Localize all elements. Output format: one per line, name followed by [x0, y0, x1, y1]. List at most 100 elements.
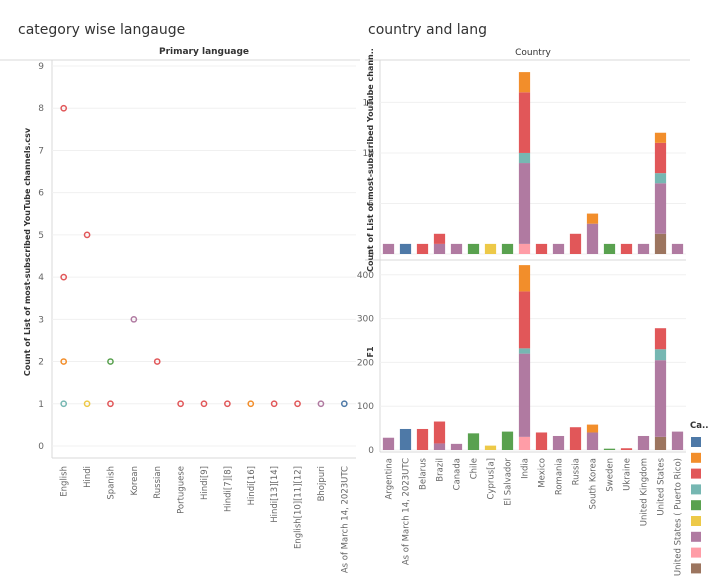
bar-segment — [399, 243, 412, 254]
legend-swatch — [691, 516, 701, 526]
bars-y-tick-label: 10 — [363, 149, 375, 159]
scatter-point — [294, 400, 301, 408]
bar-segment — [518, 92, 531, 153]
scatter-title: Primary language — [159, 47, 249, 57]
left-sheet-title: category wise langauge — [18, 22, 186, 38]
bar-segment — [518, 243, 531, 254]
right-sheet-title: country and lang — [368, 22, 488, 38]
bars-x-tick-label: Belarus — [419, 457, 429, 490]
scatter-x-tick-label: Hindi[9] — [200, 466, 210, 500]
bars-x-tick-label: Romania — [555, 458, 565, 495]
bars-x-tick-label: South Korea — [589, 458, 599, 510]
scatter-x-tick-label: As of March 14, 2023UTC — [340, 466, 350, 573]
legend-swatch — [691, 500, 701, 511]
bar-segment — [382, 437, 395, 450]
scatter-y-axis-label: Count of List of most-subscribed YouTube… — [23, 127, 32, 376]
legend-swatch — [691, 547, 701, 558]
bars-x-tick-label: Russia — [572, 458, 582, 485]
bar-segment — [671, 431, 684, 450]
scatter-x-tick-label: Hindi — [83, 466, 93, 488]
bars-x-tick-label: El Salvador — [504, 457, 514, 505]
bar-segment — [518, 72, 531, 93]
bar-segment — [654, 328, 667, 350]
bar-segment — [637, 243, 650, 254]
bars-x-tick-label: United Kingdom — [640, 458, 650, 526]
bar-segment — [467, 243, 480, 254]
bar-segment — [433, 233, 446, 244]
bar-segment — [552, 435, 565, 450]
scatter-point — [247, 400, 255, 408]
scatter-point — [270, 400, 278, 408]
scatter-x-tick-label: Hindi[13][14] — [270, 466, 280, 523]
scatter-x-tick-label: Portuguese — [177, 466, 187, 514]
scatter-y-tick-label: 5 — [38, 231, 44, 241]
scatter-point — [224, 400, 231, 408]
bar-segment — [586, 213, 599, 224]
bar-segment — [620, 243, 633, 254]
bars-y-tick-label: 200 — [357, 358, 374, 368]
bars-x-tick-label: Canada — [453, 458, 463, 490]
scatter-point — [177, 400, 184, 408]
bar-segment — [654, 173, 667, 184]
bar-segment — [433, 443, 446, 450]
bars-x-tick-label: Ukraine — [623, 458, 633, 491]
bar-segment — [671, 243, 684, 254]
bars-x-tick-label: Cyprus[a] — [487, 458, 497, 500]
scatter-point — [200, 400, 208, 408]
bar-segment — [501, 431, 514, 450]
scatter-x-tick-label: Korean — [130, 466, 140, 495]
bar-segment — [654, 360, 667, 437]
bar-segment — [535, 432, 548, 450]
bar-segment — [637, 435, 650, 450]
bars-y-axis-label: F1 — [366, 346, 375, 357]
scatter-x-tick-label: Bhojpuri — [317, 466, 327, 501]
legend-title: Ca.. — [690, 421, 708, 431]
bar-segment — [654, 233, 667, 254]
bars-y-tick-label: 300 — [357, 315, 374, 325]
scatter-point — [60, 400, 68, 408]
bar-segment — [518, 291, 531, 349]
bar-segment — [569, 427, 582, 450]
scatter-point — [153, 358, 161, 365]
bar-segment — [654, 349, 667, 361]
scatter-point — [107, 400, 114, 408]
bar-segment — [518, 265, 531, 292]
bars-x-tick-label: Mexico — [538, 458, 548, 488]
bar-segment — [586, 223, 599, 254]
bar-segment — [416, 428, 429, 450]
bars-x-tick-label: As of March 14, 2023UTC — [402, 458, 412, 565]
bars-y-axis-label: Count of List of most-subscribed YouTube… — [366, 48, 375, 272]
legend-swatch — [691, 452, 701, 463]
bars-x-tick-label: United States — [657, 457, 667, 515]
bars-x-tick-label: Argentina — [385, 458, 395, 499]
bars-y-tick-label: 5 — [368, 199, 374, 209]
legend-swatch — [691, 484, 701, 495]
scatter-y-tick-label: 0 — [38, 442, 44, 452]
scatter-point — [60, 104, 68, 112]
scatter-y-tick-label: 3 — [38, 315, 44, 325]
legend-swatch — [691, 468, 701, 479]
scatter-y-tick-label: 2 — [38, 358, 44, 368]
bar-segment — [569, 233, 582, 254]
scatter-y-tick-label: 8 — [38, 104, 44, 114]
bar-segment — [433, 243, 446, 254]
bar-segment — [518, 348, 531, 354]
scatter-point — [130, 315, 138, 323]
bars-x-tick-label: United States ( Puerto Rico) — [674, 458, 684, 576]
scatter-point — [60, 358, 68, 365]
bar-segment — [620, 448, 633, 450]
scatter-y-tick-label: 7 — [38, 146, 44, 156]
scatter-y-tick-label: 9 — [38, 62, 44, 72]
bar-segment — [450, 443, 463, 450]
bars-x-tick-label: Brazil — [436, 458, 446, 482]
bar-segment — [654, 183, 667, 234]
bar-segment — [399, 428, 412, 450]
bar-segment — [654, 436, 667, 450]
bar-segment — [654, 142, 667, 174]
bars-y-tick-label: 0 — [368, 446, 374, 456]
bar-segment — [535, 243, 548, 254]
bar-segment — [518, 353, 531, 437]
bar-segment — [450, 243, 463, 254]
bars-y-tick-label: 100 — [357, 402, 374, 412]
scatter-point — [107, 358, 114, 365]
